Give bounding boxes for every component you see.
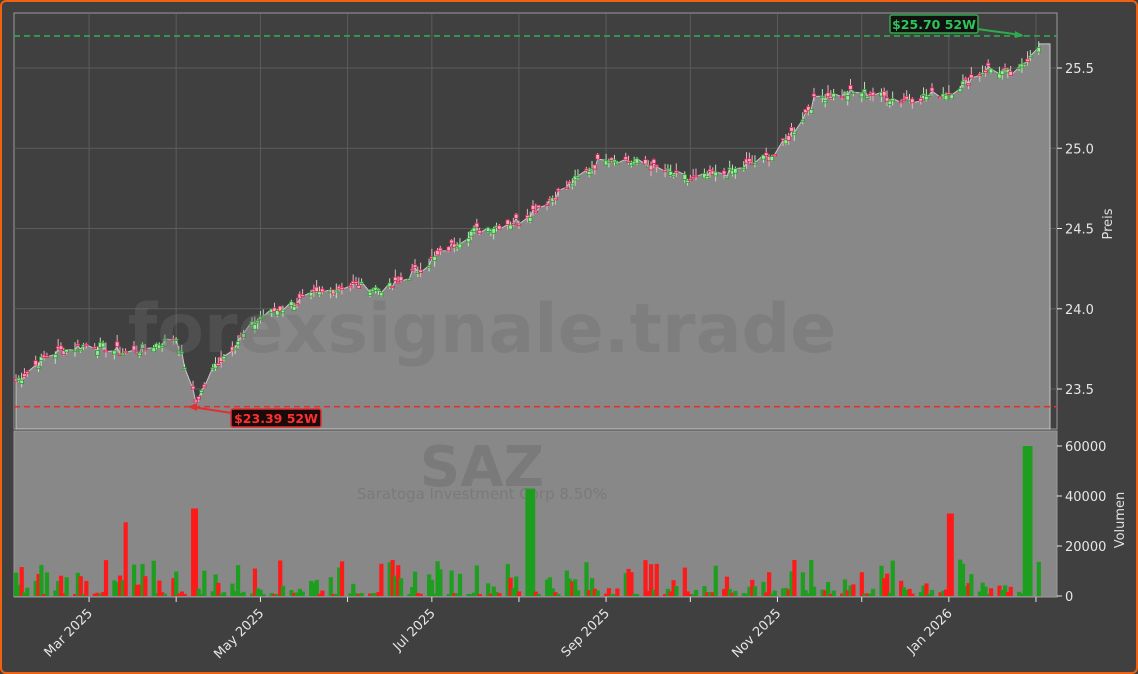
price-tick-label: 23.5 — [1065, 383, 1094, 398]
volume-tick-label: 60000 — [1065, 440, 1106, 455]
volume-tick-label: 20000 — [1065, 540, 1106, 555]
date-tick-label: Jul 2025 — [390, 606, 439, 655]
52w-high-annotation: $25.70 52W — [889, 14, 1024, 38]
volume-tick-label: 40000 — [1065, 490, 1106, 505]
price-tick-label: 25.0 — [1065, 142, 1094, 157]
date-axis: Mar 2025 May 2025 Jul 2025 Sep 2025 Nov 2025… — [42, 597, 1037, 662]
volume-axis: 0 20000 40000 60000 — [1057, 440, 1106, 605]
date-tick-label: Jan 2026 — [904, 606, 956, 658]
watermark: forexsignale.trade — [128, 290, 837, 369]
price-tick-label: 24.5 — [1065, 223, 1094, 238]
date-tick-label: May 2025 — [211, 606, 267, 662]
company-name-watermark: Saratoga Investment Corp 8.50% — [357, 485, 607, 503]
date-tick-label: Sep 2025 — [559, 606, 613, 660]
price-axis: 23.5 24.0 24.5 25.0 25.5 — [1057, 62, 1094, 398]
price-axis-label: Preis — [1101, 208, 1116, 239]
date-tick-label: Nov 2025 — [729, 606, 784, 661]
svg-text:$23.39 52W: $23.39 52W — [234, 411, 318, 426]
52w-low-annotation: $23.39 52W — [188, 403, 322, 428]
volume-axis-label: Volumen — [1113, 492, 1128, 549]
date-tick-label: Mar 2025 — [42, 606, 96, 660]
candlesticks — [13, 41, 1041, 406]
volume-bars — [14, 446, 1041, 596]
price-tick-label: 25.5 — [1065, 62, 1094, 77]
ticker-watermark: SAZ — [420, 435, 544, 500]
volume-tick-label: 0 — [1065, 590, 1073, 605]
volume-panel: SAZ Saratoga Investment Corp 8.50% 0 2000… — [13, 430, 1128, 605]
svg-text:$25.70 52W: $25.70 52W — [892, 17, 976, 32]
price-tick-label: 24.0 — [1065, 303, 1094, 318]
price-panel: forexsignale.trade $25.70 52W $23.39 52W… — [13, 12, 1116, 430]
